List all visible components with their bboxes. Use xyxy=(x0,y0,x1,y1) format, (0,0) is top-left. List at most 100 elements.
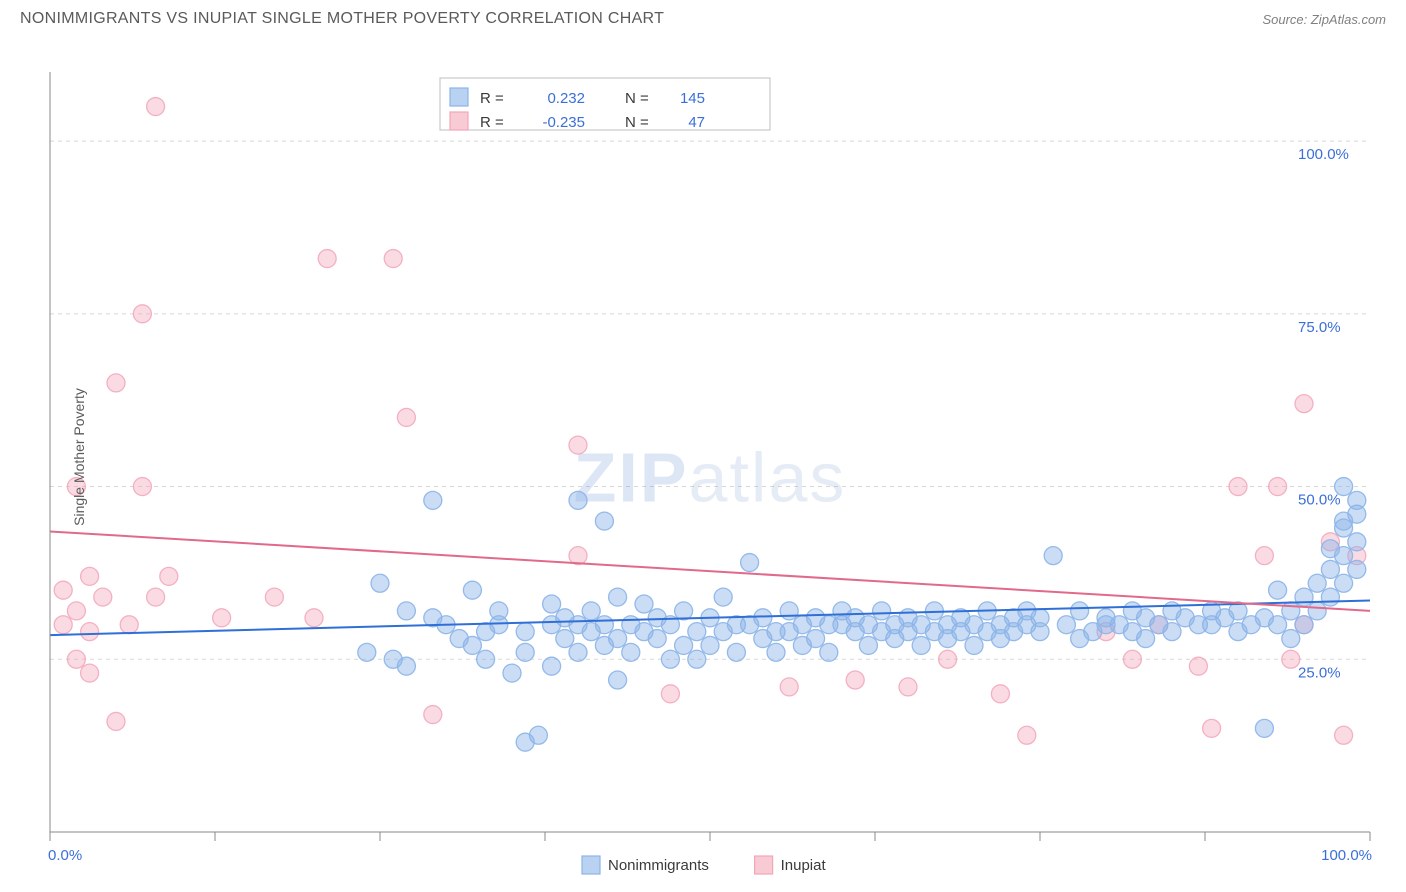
data-point xyxy=(1071,602,1089,620)
data-point xyxy=(67,650,85,668)
data-point xyxy=(609,671,627,689)
data-point xyxy=(714,588,732,606)
data-point xyxy=(1282,630,1300,648)
data-point xyxy=(1137,630,1155,648)
data-point xyxy=(741,554,759,572)
data-point xyxy=(595,616,613,634)
data-point xyxy=(609,630,627,648)
data-point xyxy=(569,491,587,509)
data-point xyxy=(1348,491,1366,509)
data-point xyxy=(81,664,99,682)
data-point xyxy=(1282,650,1300,668)
data-point xyxy=(582,602,600,620)
regression-line xyxy=(50,531,1370,610)
stats-r-label: R = xyxy=(480,90,504,107)
data-point xyxy=(635,595,653,613)
data-point xyxy=(780,678,798,696)
data-point xyxy=(213,609,231,627)
data-point xyxy=(424,706,442,724)
y-axis-label: Single Mother Poverty xyxy=(71,388,87,526)
stats-n-value: 145 xyxy=(680,90,705,107)
data-point xyxy=(1203,719,1221,737)
data-point xyxy=(991,685,1009,703)
data-point xyxy=(648,630,666,648)
data-point xyxy=(569,436,587,454)
stats-r-value: -0.235 xyxy=(542,114,585,131)
data-point xyxy=(543,595,561,613)
data-point xyxy=(780,602,798,620)
data-point xyxy=(54,616,72,634)
data-point xyxy=(397,408,415,426)
data-point xyxy=(107,374,125,392)
data-point xyxy=(1308,602,1326,620)
data-point xyxy=(675,636,693,654)
data-point xyxy=(1044,547,1062,565)
data-point xyxy=(516,623,534,641)
y-tick-label: 25.0% xyxy=(1298,664,1341,681)
data-point xyxy=(1269,616,1287,634)
data-point xyxy=(820,643,838,661)
data-point xyxy=(622,643,640,661)
data-point xyxy=(463,636,481,654)
data-point xyxy=(424,491,442,509)
legend-swatch xyxy=(582,856,600,874)
data-point xyxy=(1335,512,1353,530)
chart-container: Single Mother Poverty 25.0% 50.0% 75.0% 100… xyxy=(0,32,1406,882)
data-point xyxy=(1335,547,1353,565)
data-point xyxy=(490,602,508,620)
legend-label: Inupiat xyxy=(781,857,827,874)
data-point xyxy=(529,726,547,744)
data-point xyxy=(318,250,336,268)
data-point xyxy=(133,478,151,496)
stats-swatch xyxy=(450,112,468,130)
data-point xyxy=(899,678,917,696)
data-point xyxy=(463,581,481,599)
data-point xyxy=(754,609,772,627)
data-point xyxy=(358,643,376,661)
data-point xyxy=(675,602,693,620)
data-point xyxy=(1255,547,1273,565)
data-point xyxy=(1269,581,1287,599)
stats-n-value: 47 xyxy=(688,114,705,131)
legend-label: Nonimmigrants xyxy=(608,857,709,874)
data-point xyxy=(81,567,99,585)
data-point xyxy=(397,657,415,675)
data-point xyxy=(543,657,561,675)
data-point xyxy=(516,643,534,661)
data-point xyxy=(1295,616,1313,634)
data-point xyxy=(859,636,877,654)
legend-swatch xyxy=(755,856,773,874)
x-end-label: 100.0% xyxy=(1321,847,1372,864)
chart-title: NONIMMIGRANTS VS INUPIAT SINGLE MOTHER P… xyxy=(20,10,664,28)
data-point xyxy=(569,643,587,661)
y-tick-label: 50.0% xyxy=(1298,492,1341,509)
data-point xyxy=(1308,574,1326,592)
chart-source: Source: ZipAtlas.com xyxy=(1262,12,1386,27)
data-point xyxy=(384,250,402,268)
data-point xyxy=(965,636,983,654)
data-point xyxy=(661,650,679,668)
stats-r-label: R = xyxy=(480,114,504,131)
stats-r-value: 0.232 xyxy=(547,90,585,107)
data-point xyxy=(873,602,891,620)
data-point xyxy=(1123,650,1141,668)
data-point xyxy=(1269,478,1287,496)
data-point xyxy=(1229,478,1247,496)
data-point xyxy=(661,685,679,703)
data-point xyxy=(595,512,613,530)
data-point xyxy=(147,98,165,116)
data-point xyxy=(846,671,864,689)
data-point xyxy=(397,602,415,620)
data-point xyxy=(1335,478,1353,496)
data-point xyxy=(477,650,495,668)
y-tick-label: 75.0% xyxy=(1298,319,1341,336)
stats-n-label: N = xyxy=(625,114,649,131)
data-point xyxy=(1018,726,1036,744)
chart-header: NONIMMIGRANTS VS INUPIAT SINGLE MOTHER P… xyxy=(0,0,1406,32)
data-point xyxy=(1057,616,1075,634)
data-point xyxy=(147,588,165,606)
data-point xyxy=(371,574,389,592)
data-point xyxy=(609,588,627,606)
data-point xyxy=(1348,533,1366,551)
stats-n-label: N = xyxy=(625,90,649,107)
